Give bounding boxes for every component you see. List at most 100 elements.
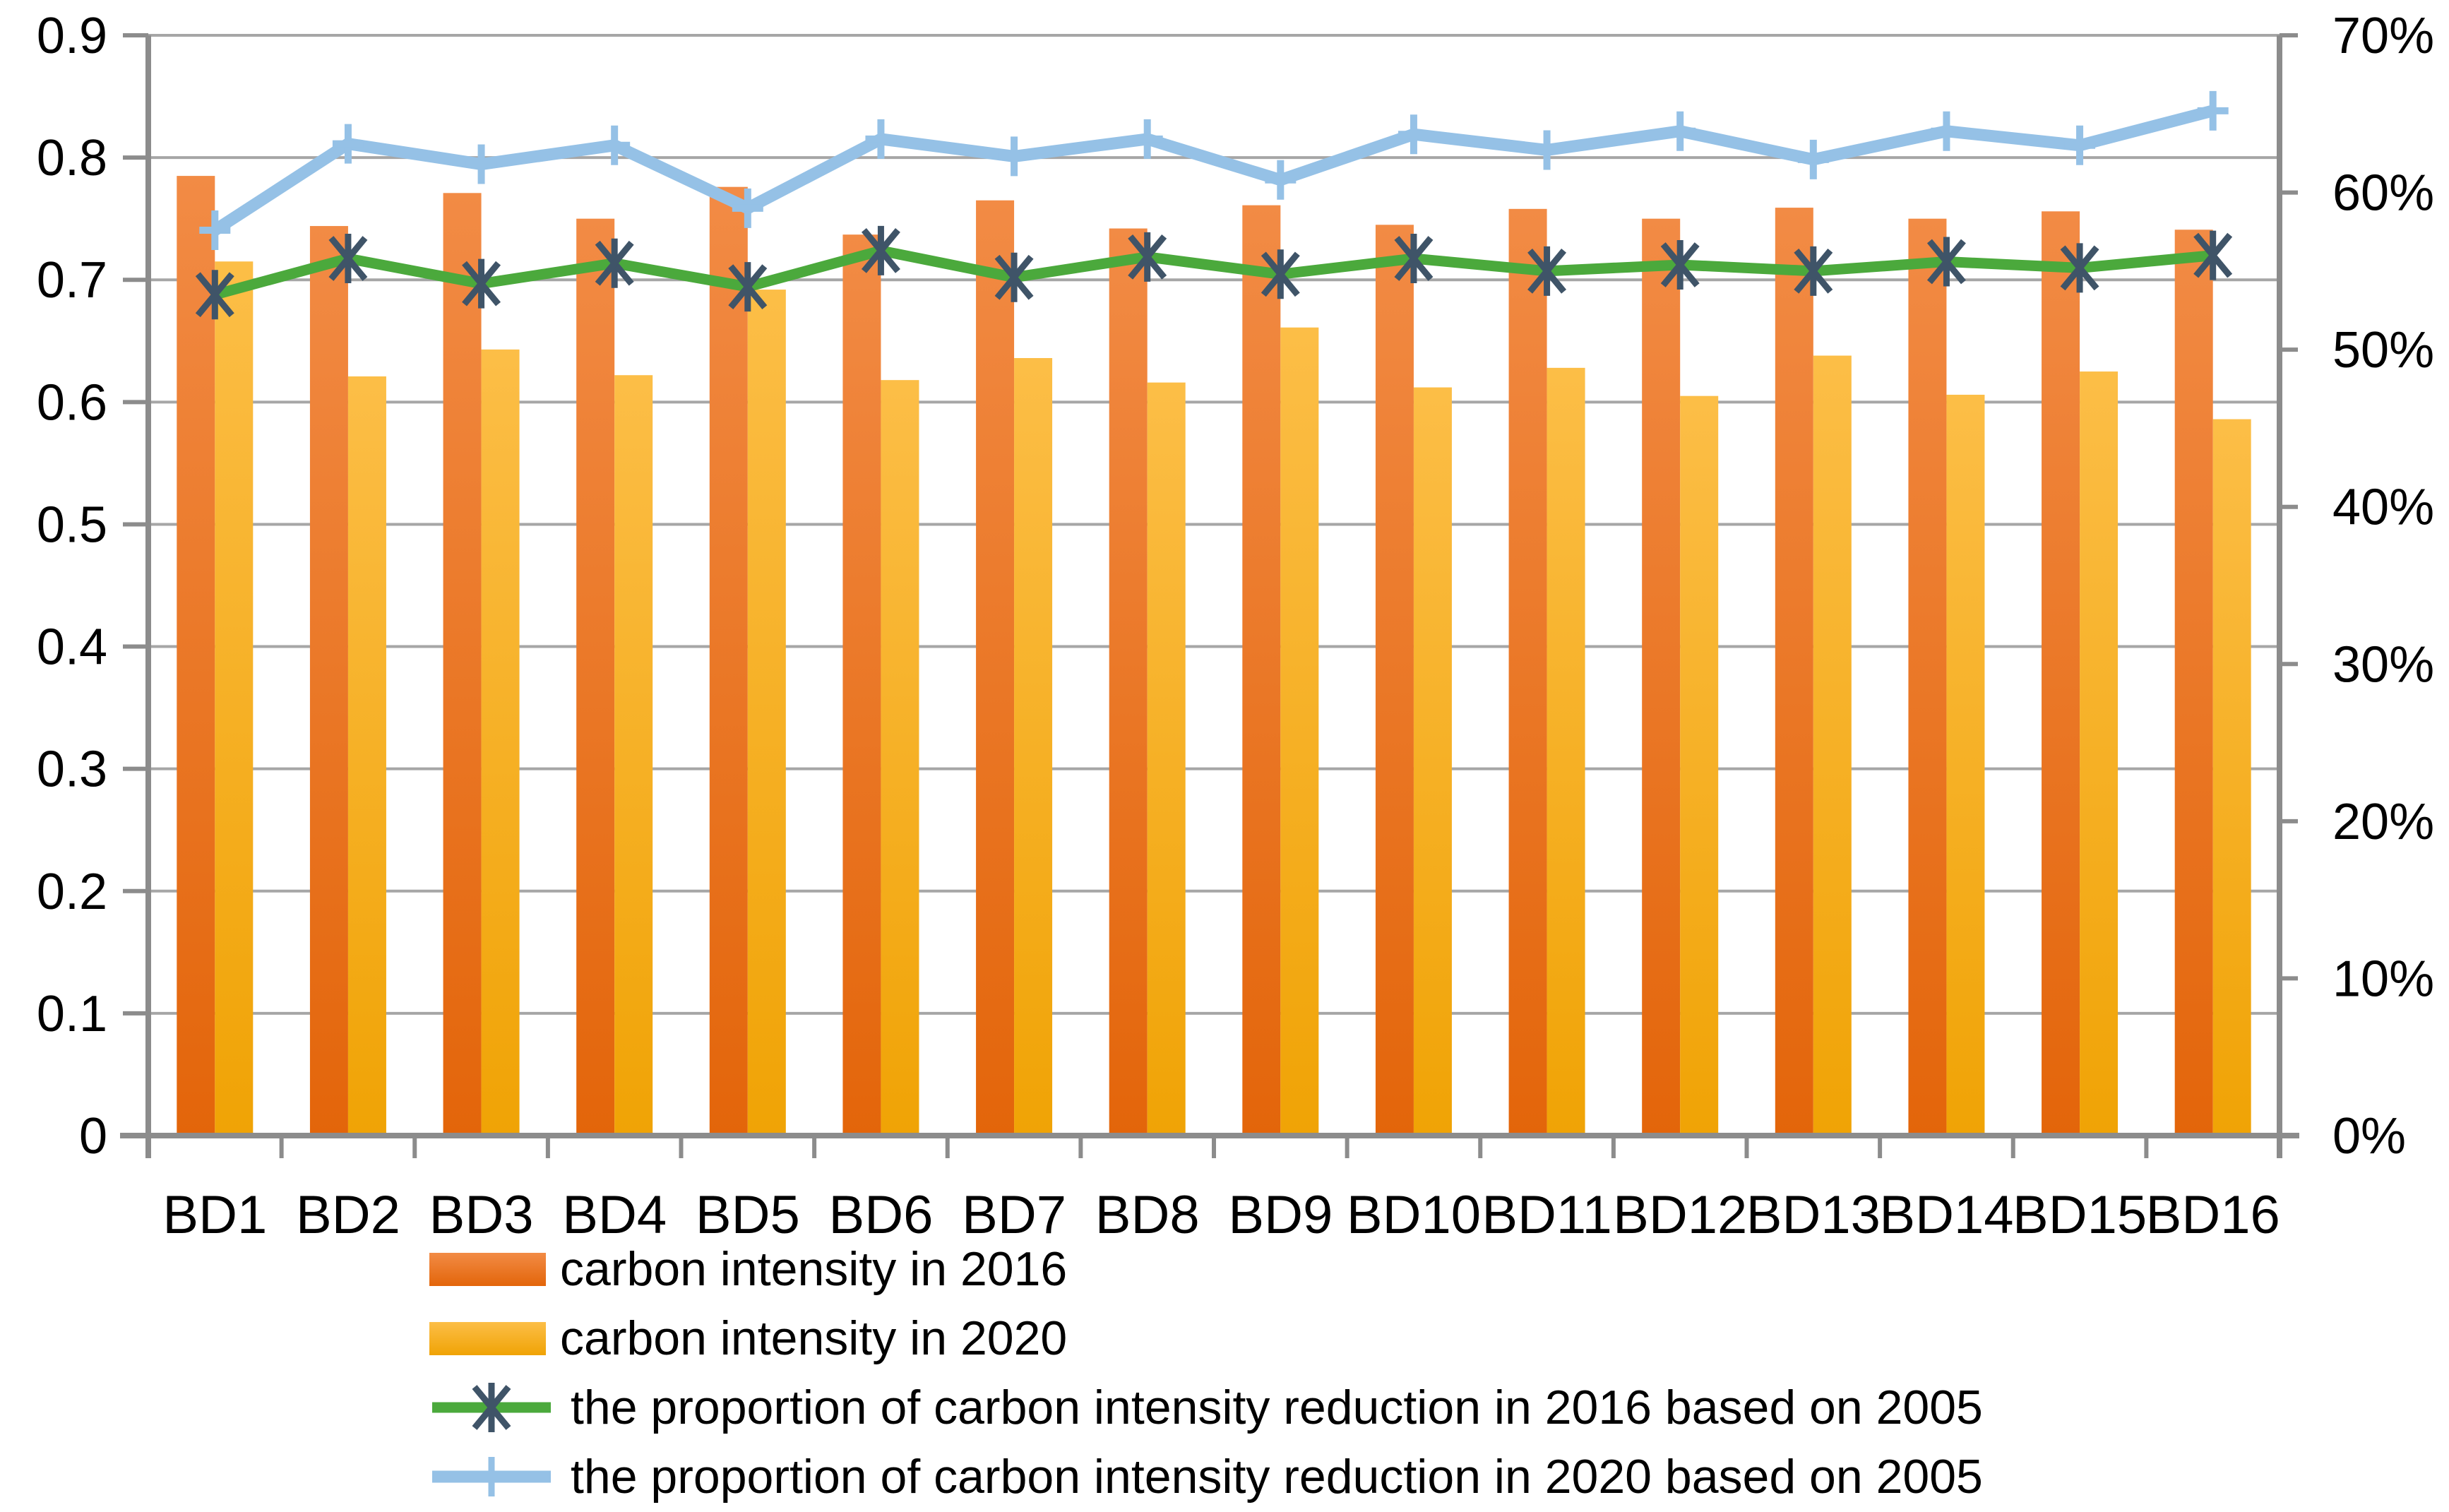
x-axis-label-BD14: BD14 (1879, 1185, 2013, 1245)
bar-2016-BD4 (576, 218, 615, 1136)
asterisk-marker (1394, 234, 1434, 284)
x-axis-label-BD12: BD12 (1613, 1185, 1747, 1245)
plus-marker (1131, 119, 1163, 159)
left-axis-label-0.7: 0.7 (37, 252, 107, 309)
asterisk-marker (595, 238, 634, 288)
bar-2020-BD6 (881, 380, 919, 1136)
bar-2016-BD15 (2042, 211, 2080, 1136)
line-proportion-2020 (211, 105, 2215, 236)
x-axis-label-BD1: BD1 (162, 1185, 267, 1245)
x-axis-label-BD4: BD4 (562, 1185, 667, 1245)
plus-marker (599, 125, 631, 165)
asterisk-marker (728, 262, 768, 312)
asterisk-marker (328, 234, 368, 284)
bar-2020-BD5 (747, 290, 786, 1136)
x-axis-label-BD16: BD16 (2146, 1185, 2280, 1245)
right-axis-label-30%: 30% (2332, 636, 2434, 693)
bar-2020-BD4 (614, 375, 653, 1136)
bar-2020-BD13 (1813, 355, 1852, 1136)
plus-marker (999, 136, 1030, 177)
plus-marker (1398, 114, 1429, 155)
plus-marker (332, 124, 364, 164)
bar-2020-BD8 (1147, 382, 1186, 1136)
legend-swatch-line-2016 (432, 1383, 551, 1432)
right-axis-label-20%: 20% (2332, 794, 2434, 850)
bar-2020-BD14 (1946, 394, 1985, 1136)
plus-marker (1931, 111, 1962, 151)
legend-label: carbon intensity in 2016 (560, 1242, 1068, 1296)
plus-marker (865, 119, 897, 159)
bar-2020-BD11 (1547, 367, 1585, 1136)
x-axis-label-BD2: BD2 (296, 1185, 400, 1245)
bar-2020-BD9 (1280, 327, 1319, 1136)
plus-marker (732, 188, 763, 228)
bar-2016-BD16 (2174, 230, 2213, 1136)
x-axis-label-BD15: BD15 (2013, 1185, 2147, 1245)
legend-swatch-bar-2020 (429, 1321, 546, 1355)
plus-marker (1265, 160, 1297, 200)
bar-2020-BD1 (215, 261, 254, 1136)
left-axis-label-0.1: 0.1 (37, 986, 107, 1042)
x-axis-label-BD8: BD8 (1095, 1185, 1200, 1245)
bar-2020-BD10 (1413, 387, 1452, 1136)
bar-2016-BD14 (1908, 218, 1947, 1136)
plus-marker (1797, 139, 1829, 179)
left-axis-label-0.9: 0.9 (37, 8, 107, 64)
legend-label: the proportion of carbon intensity reduc… (571, 1450, 1983, 1504)
bar-2016-BD11 (1508, 208, 1547, 1136)
bar-2016-BD9 (1242, 205, 1281, 1136)
asterisk-marker (994, 252, 1034, 302)
x-axis-label-BD10: BD10 (1347, 1185, 1481, 1245)
asterisk-marker (2060, 243, 2099, 293)
legend-swatch-bar-2016 (429, 1252, 546, 1286)
left-axis-label-0.3: 0.3 (37, 742, 107, 798)
legend-item-2: the proportion of carbon intensity reduc… (429, 1373, 2336, 1442)
x-axis-label-BD6: BD6 (829, 1185, 934, 1245)
bar-2020-BD15 (2080, 371, 2119, 1136)
bar-2020-BD2 (347, 376, 386, 1136)
left-axis-label-0.8: 0.8 (37, 130, 107, 186)
x-axis-label-BD13: BD13 (1746, 1185, 1881, 1245)
bar-2016-BD10 (1375, 225, 1414, 1136)
legend-item-1: carbon intensity in 2020 (429, 1304, 2336, 1373)
right-axis-label-0%: 0% (2332, 1108, 2406, 1165)
x-axis-label-BD11: BD11 (1482, 1185, 1611, 1245)
right-axis-label-60%: 60% (2332, 165, 2434, 222)
asterisk-marker (1926, 237, 1966, 287)
bar-2016-BD8 (1109, 228, 1148, 1136)
left-axis-label-0.2: 0.2 (37, 864, 107, 920)
bar-2016-BD12 (1642, 218, 1681, 1136)
right-axis-label-10%: 10% (2332, 951, 2434, 1007)
bar-2020-BD3 (481, 349, 520, 1136)
left-axis-label-0.6: 0.6 (37, 374, 107, 431)
right-axis-label-40%: 40% (2332, 480, 2434, 536)
bar-2016-BD5 (709, 186, 748, 1136)
line-proportion-2016 (213, 245, 2214, 300)
left-axis-label-0.4: 0.4 (37, 619, 107, 676)
right-axis-label-50%: 50% (2332, 322, 2434, 379)
asterisk-marker (1660, 239, 1700, 290)
asterisk-marker (861, 225, 900, 275)
asterisk-marker (195, 270, 234, 320)
x-axis-label-BD9: BD9 (1228, 1185, 1333, 1245)
left-axis-label-0: 0 (79, 1108, 107, 1165)
x-axis-label-BD3: BD3 (429, 1185, 534, 1245)
plus-marker (199, 210, 231, 250)
right-axis-label-70%: 70% (2332, 8, 2434, 64)
bar-2020-BD7 (1014, 358, 1053, 1136)
bar-2020-BD12 (1680, 395, 1719, 1136)
x-axis-label-BD7: BD7 (962, 1185, 1066, 1245)
bar-2016-BD6 (842, 234, 881, 1136)
legend-label: carbon intensity in 2020 (560, 1311, 1068, 1365)
chart-legend: carbon intensity in 2016 carbon intensity… (429, 1234, 2336, 1511)
asterisk-marker (1527, 246, 1567, 296)
asterisk-marker (1128, 232, 1167, 282)
bar-2020-BD16 (2212, 419, 2251, 1136)
plus-marker (465, 144, 497, 184)
legend-label: the proportion of carbon intensity reduc… (571, 1381, 1983, 1434)
bar-2016-BD3 (443, 193, 482, 1136)
asterisk-marker (1261, 249, 1300, 299)
plus-marker (2197, 90, 2229, 131)
